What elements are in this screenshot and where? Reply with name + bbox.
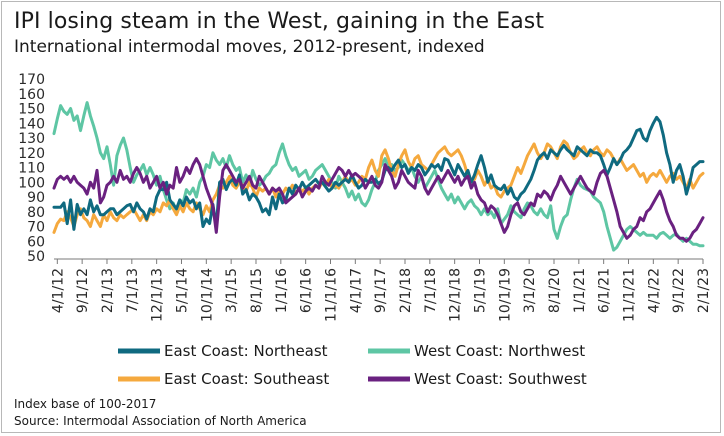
x-tick-label: 2/1/13	[100, 268, 116, 313]
x-tick-label: 2/1/18	[398, 268, 414, 313]
y-tick-label: 140	[18, 116, 45, 132]
x-tick-label: 9/1/17	[373, 268, 389, 313]
x-tick-label: 8/1/15	[249, 268, 265, 313]
y-tick-label: 130	[18, 131, 45, 147]
x-tick-label: 6/1/21	[597, 268, 613, 313]
x-tick-label: 10/1/14	[199, 268, 215, 322]
series-layer	[52, 101, 705, 252]
x-tick-label: 7/1/18	[423, 268, 439, 313]
series-line-east-coast-southeast	[52, 139, 705, 234]
x-tick-label: 1/1/16	[274, 268, 290, 313]
x-tick-label: 3/1/20	[522, 268, 538, 313]
legend-label: West Coast: Northwest	[414, 342, 585, 360]
y-tick-label: 120	[18, 146, 45, 162]
index-base-note: Index base of 100-2017	[14, 397, 157, 411]
x-tick-label: 5/1/19	[472, 268, 488, 313]
y-tick-label: 90	[27, 190, 45, 206]
y-tick-label: 60	[27, 234, 45, 250]
x-tick-label: 6/1/16	[299, 268, 315, 313]
y-tick-label: 100	[18, 175, 45, 191]
x-tick-label: 5/1/14	[174, 268, 190, 313]
source-note: Source: Intermodal Association of North …	[14, 414, 307, 428]
x-tick-label: 1/1/21	[572, 268, 588, 313]
legend-label: East Coast: Southeast	[164, 370, 329, 388]
y-tick-label: 150	[18, 102, 45, 118]
y-tick-label: 80	[27, 205, 45, 221]
y-tick-label: 170	[18, 72, 45, 88]
x-tick-label: 4/1/22	[646, 268, 662, 313]
x-tick-label: 2/1/23	[696, 268, 712, 313]
x-tick-label: 7/1/13	[125, 268, 141, 313]
series-line-west-coast-southwest	[52, 157, 705, 243]
y-tick-label: 160	[18, 87, 45, 103]
chart-subtitle: International intermodal moves, 2012-pre…	[14, 37, 485, 57]
x-tick-label: 12/1/13	[150, 268, 166, 322]
legend-label: West Coast: Southwest	[414, 370, 587, 388]
x-axis: 4/1/12 9/1/12 2/1/13 7/1/13 12/1/13 5/1/14 10/…	[50, 258, 712, 322]
x-tick-label: 4/1/17	[348, 268, 364, 313]
legend-label: East Coast: Northeast	[164, 342, 328, 360]
x-tick-label: 11/1/16	[323, 268, 339, 322]
x-tick-label: 9/1/22	[671, 268, 687, 313]
y-tick-label: 70	[27, 220, 45, 236]
x-tick-label: 10/1/19	[497, 268, 513, 322]
x-tick-label: 12/1/18	[448, 268, 464, 322]
y-tick-label: 110	[18, 161, 45, 177]
x-tick-label: 4/1/12	[50, 268, 66, 313]
x-tick-label: 11/1/21	[621, 268, 637, 322]
x-tick-label: 9/1/12	[75, 268, 91, 313]
x-tick-label: 3/1/15	[224, 268, 240, 313]
legend: East Coast: Northeast West Coast: Northwe…	[118, 342, 587, 388]
y-tick-label: 50	[27, 249, 45, 265]
series-line-east-coast-northeast	[52, 115, 705, 231]
chart-title: IPI losing steam in the West, gaining in…	[14, 9, 545, 34]
x-tick-label: 8/1/20	[547, 268, 563, 313]
